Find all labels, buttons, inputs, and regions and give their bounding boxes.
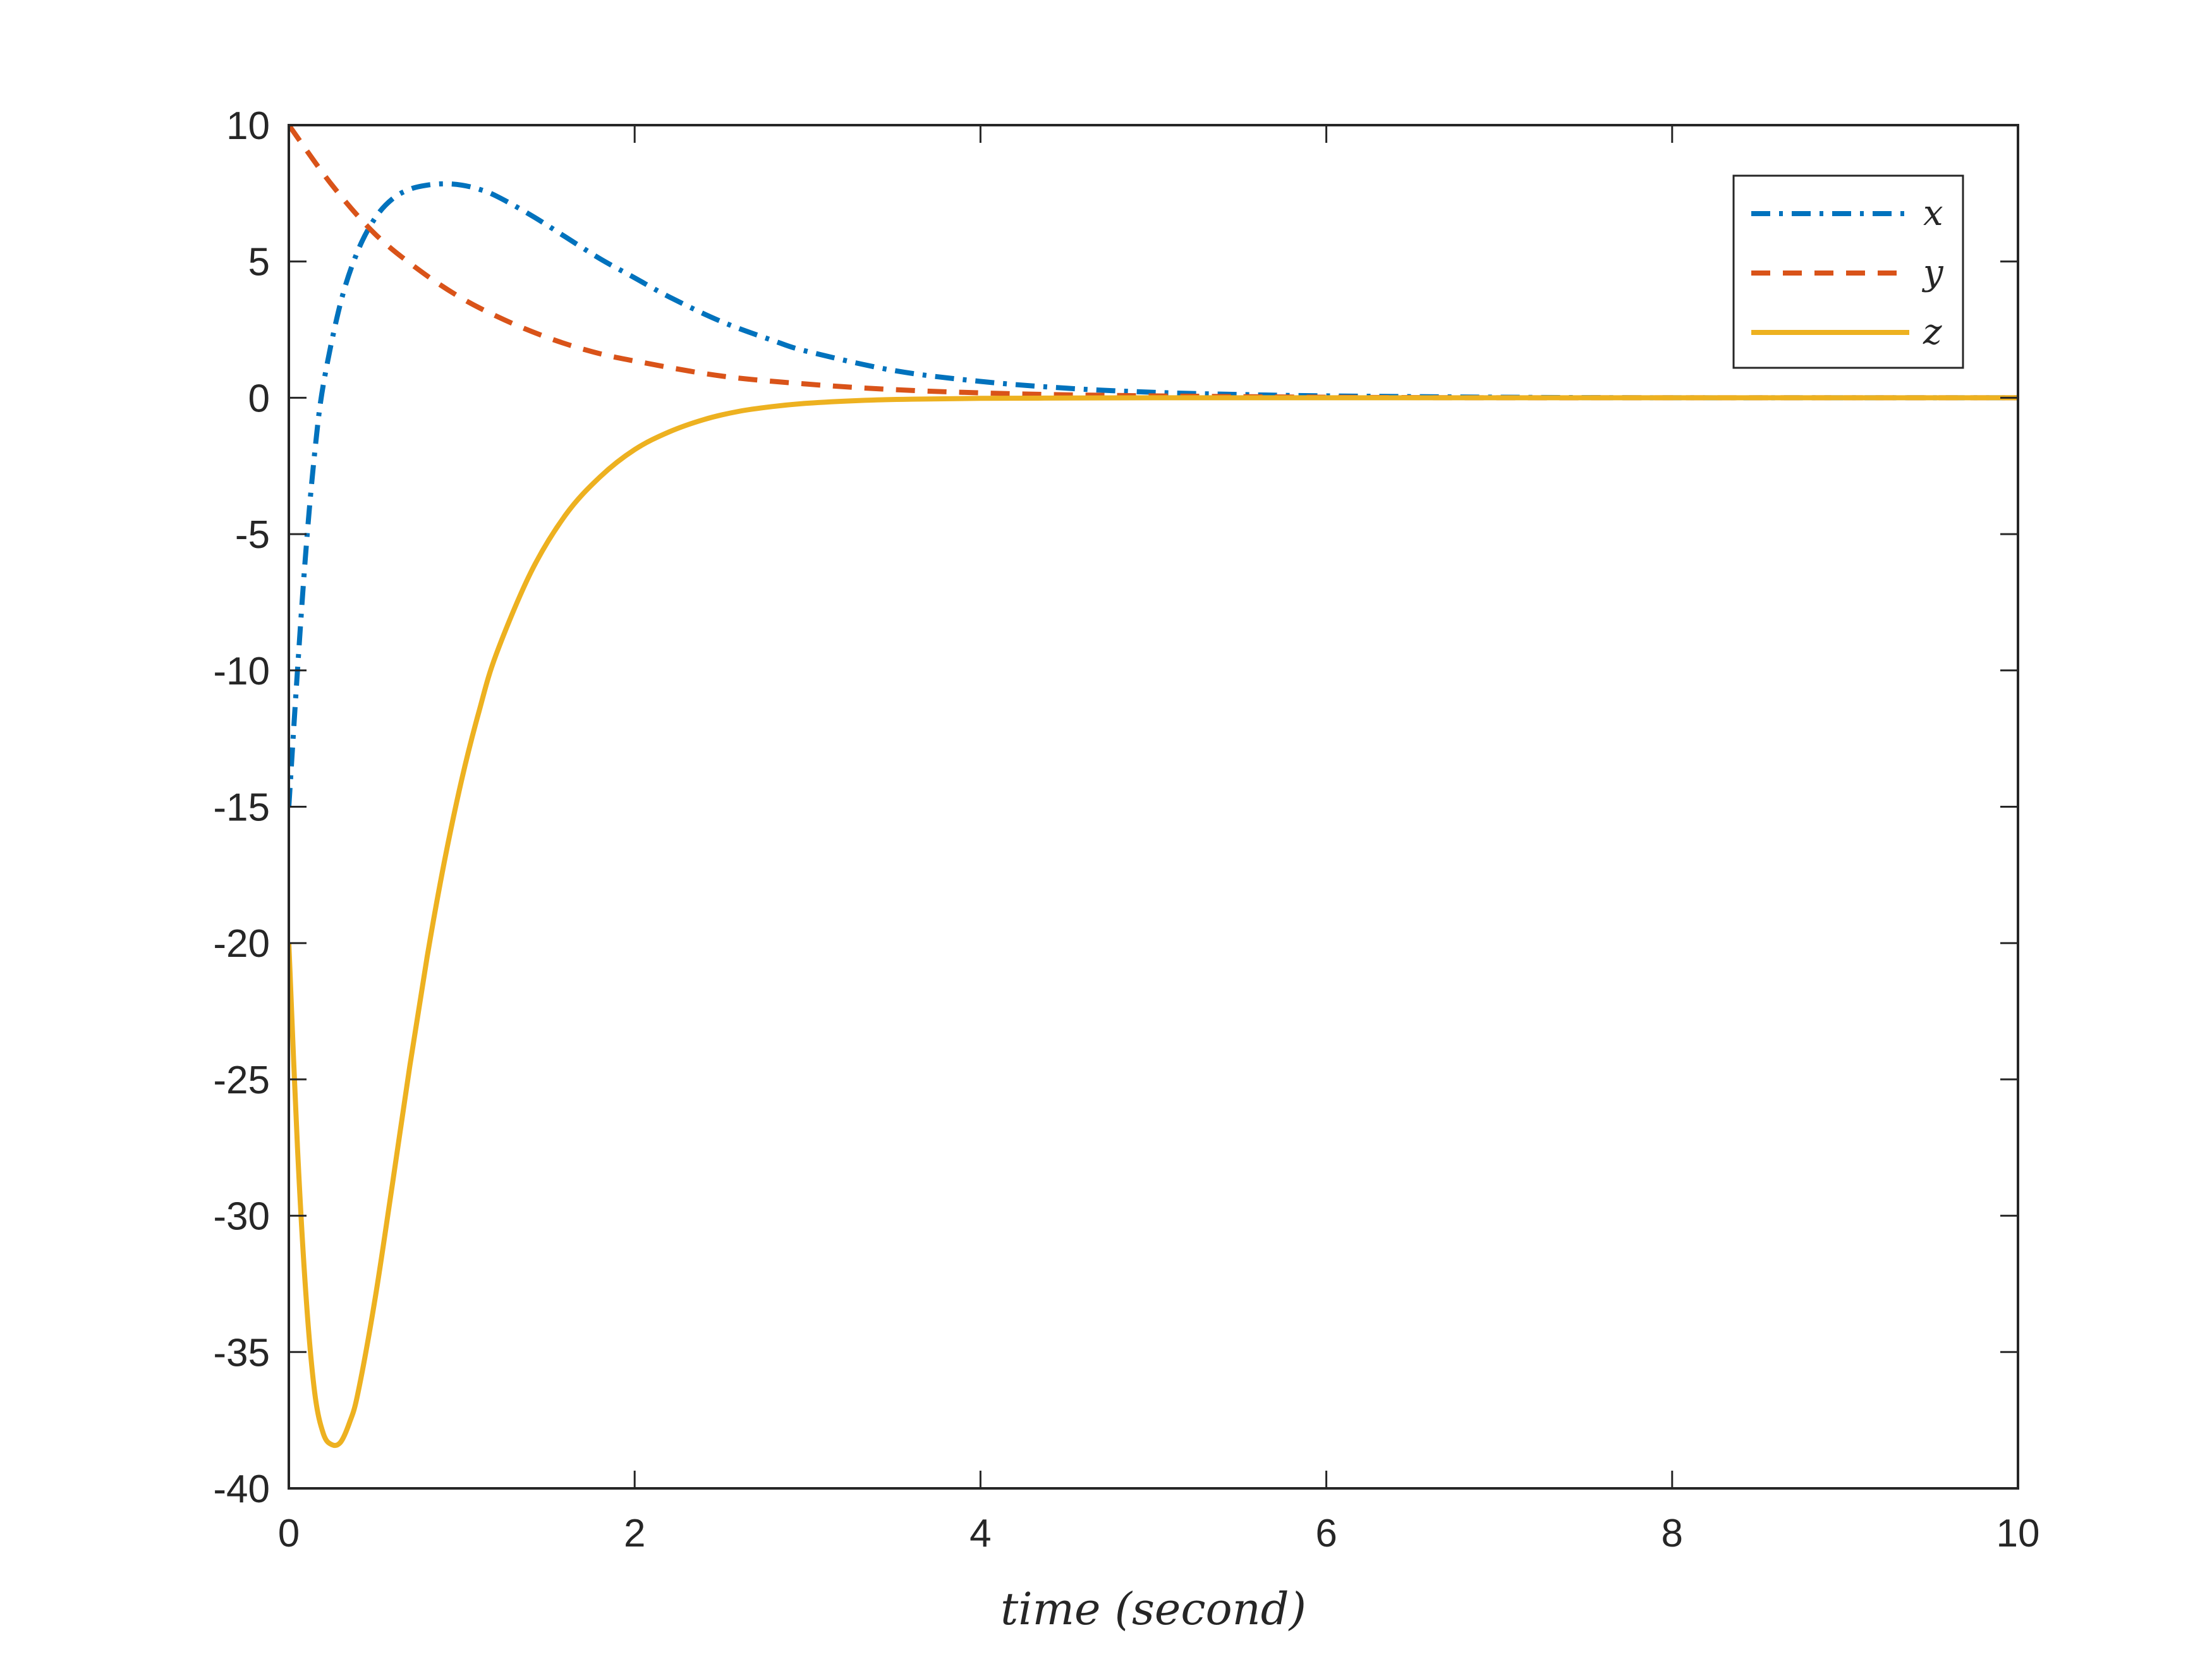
y-tick-label: -10 bbox=[213, 650, 270, 693]
y-tick-label: -40 bbox=[213, 1468, 270, 1511]
series-line-z bbox=[289, 395, 2018, 1449]
legend: xyz bbox=[1732, 174, 1964, 369]
tick-layer bbox=[288, 124, 2019, 1490]
legend-label-y: y bbox=[1921, 252, 1944, 293]
x-tick-label: 0 bbox=[278, 1512, 300, 1555]
x-tick-label: 4 bbox=[969, 1512, 991, 1555]
legend-label-x: x bbox=[1923, 193, 1943, 234]
y-tick-label: -25 bbox=[213, 1059, 270, 1102]
x-tick-label: 10 bbox=[1996, 1512, 2040, 1555]
x-tick-label: 8 bbox=[1662, 1512, 1683, 1555]
series-layer bbox=[289, 125, 2018, 1449]
plot-area bbox=[289, 125, 2018, 1488]
y-tick-label: -20 bbox=[213, 922, 270, 966]
y-tick-label: 5 bbox=[248, 241, 270, 284]
y-tick-label: 10 bbox=[226, 104, 270, 148]
x-tick-label: 2 bbox=[624, 1512, 645, 1555]
y-tick-label: 0 bbox=[248, 377, 270, 420]
legend-label-z: z bbox=[1923, 312, 1942, 353]
label-layer: 0 2 4 6 8 10 10 5 0 -5 -10 -15 -20 -25 -30 -35 -40 time (… bbox=[213, 104, 2039, 1635]
y-tick-label: -15 bbox=[213, 786, 270, 830]
x-axis-label: time (second) bbox=[1000, 1583, 1306, 1635]
y-tick-label: -35 bbox=[213, 1331, 270, 1375]
x-tick-label: 6 bbox=[1315, 1512, 1337, 1555]
y-tick-label: -30 bbox=[213, 1195, 270, 1239]
y-tick-label: -5 bbox=[235, 513, 270, 557]
